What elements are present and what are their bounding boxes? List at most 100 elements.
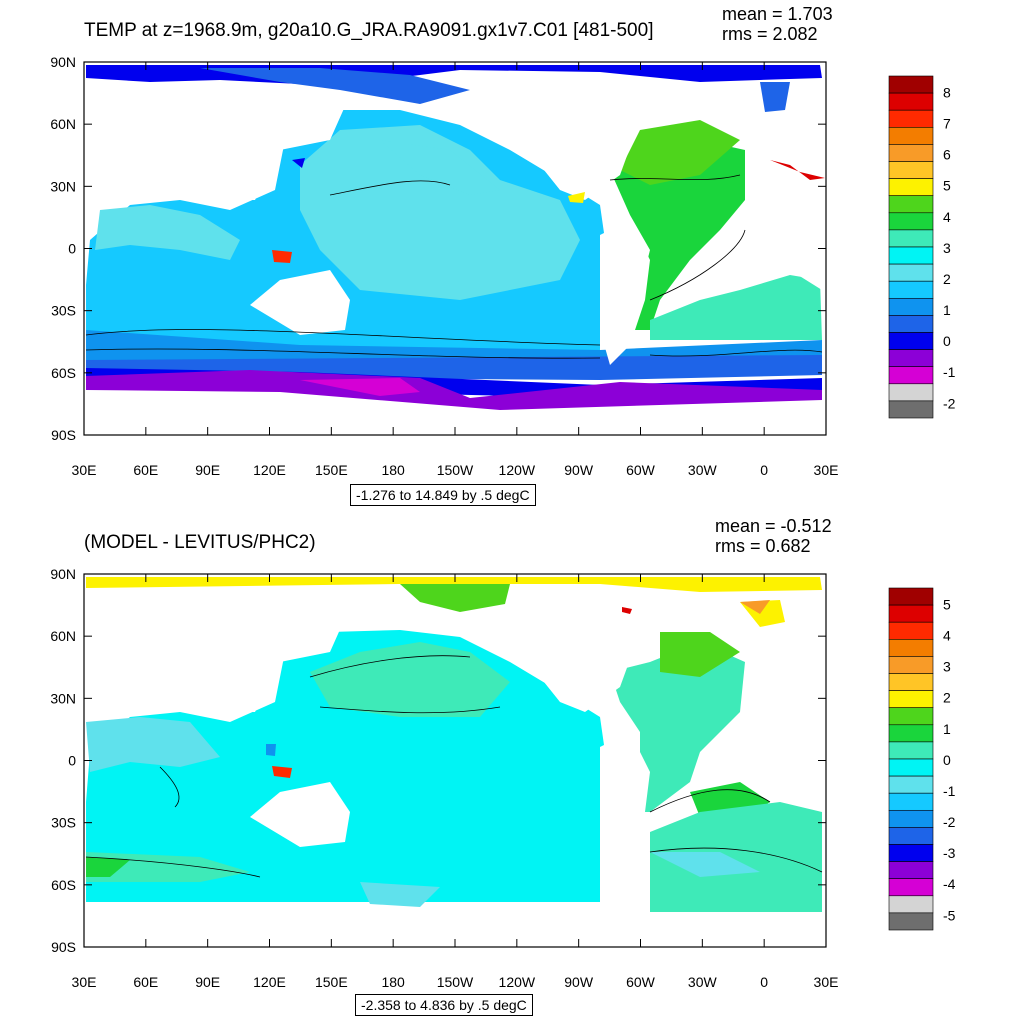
mediterranean-red — [770, 160, 825, 180]
blue-spot-indonesia — [266, 744, 276, 756]
colorbar: 8 7 6 5 4 3 2 1 0 -1 -2 — [888, 75, 956, 419]
chart-title: TEMP at z=1968.9m, g20a10.G_JRA.RA9091.g… — [84, 20, 654, 41]
colorbar-cell — [888, 690, 934, 709]
lon-tick-label: 150E — [315, 974, 348, 990]
colorbar-label: -3 — [943, 845, 956, 861]
contour-range-label: -2.358 to 4.836 by .5 degC — [355, 994, 533, 1016]
colorbar-label: 3 — [943, 659, 951, 675]
colorbar-cell — [888, 775, 934, 794]
map-fill — [86, 65, 825, 410]
greenland-basin — [760, 82, 790, 112]
colorbar-label: -1 — [943, 364, 956, 380]
colorbar-label: -5 — [943, 907, 956, 923]
colorbar-cell — [888, 332, 934, 350]
colorbar-cell — [888, 895, 934, 914]
colorbar-label: 2 — [943, 690, 951, 706]
pacific-south-blue — [360, 882, 440, 907]
colorbar-label: 1 — [943, 721, 951, 737]
lat-tick-label: 90N — [50, 566, 76, 582]
lon-tick-label: 30E — [72, 462, 97, 478]
colorbar-cell — [888, 109, 934, 128]
indian-north — [95, 205, 240, 260]
colorbar-cell — [888, 878, 934, 897]
arctic-ice-field — [86, 65, 822, 84]
colorbar-cell — [888, 741, 934, 760]
chart-title: (MODEL - LEVITUS/PHC2) — [84, 532, 316, 553]
north-america-land — [520, 612, 640, 712]
mean-stat: mean = 1.703 — [722, 4, 833, 24]
colorbar-cell — [888, 621, 934, 640]
red-sea-spot — [622, 607, 632, 614]
lat-tick-label: 30S — [51, 815, 76, 831]
temperature-map-panel: TEMP at z=1968.9m, g20a10.G_JRA.RA9091.g… — [50, 4, 956, 506]
colorbar-cell — [888, 792, 934, 811]
lat-tick-label: 60S — [51, 877, 76, 893]
gulf-yellow — [568, 192, 585, 203]
colorbar-cell — [888, 144, 934, 162]
colorbar-cell — [888, 92, 934, 111]
lon-tick-label: 0 — [760, 462, 768, 478]
colorbar-label: -4 — [943, 876, 956, 892]
lon-tick-label: 30W — [688, 462, 718, 478]
colorbar-label: 0 — [943, 333, 951, 349]
south-america-land — [600, 732, 650, 877]
lat-tick-label: 90S — [51, 427, 76, 443]
colorbar-cell — [888, 639, 934, 657]
north-pacific-band — [380, 140, 500, 195]
colorbar-cell — [888, 212, 934, 231]
asia-land — [86, 602, 350, 712]
lon-tick-label: 120W — [499, 462, 536, 478]
lon-tick-label: 180 — [381, 462, 405, 478]
colorbar-cell — [888, 912, 934, 931]
lon-tick-label: 120E — [253, 462, 286, 478]
lon-tick-label: 90E — [195, 462, 220, 478]
colorbar-cell — [888, 315, 934, 333]
colorbar-label: -2 — [943, 395, 956, 411]
colorbar-cell — [888, 195, 934, 214]
colorbar-cell — [888, 707, 934, 726]
lon-tick-label: 90W — [564, 974, 594, 990]
colorbar-label: 2 — [943, 271, 951, 287]
colorbar-cell — [888, 75, 934, 94]
rms-stat: rms = 2.082 — [722, 24, 818, 44]
mean-stat: mean = -0.512 — [715, 516, 832, 536]
southern-band-1 — [86, 330, 822, 360]
axis-ticks — [83, 573, 827, 948]
contour-lines — [85, 655, 823, 878]
lat-tick-label: 60N — [50, 628, 76, 644]
atlantic-south — [650, 802, 822, 912]
map-fill — [86, 577, 822, 912]
colorbar-cell — [888, 280, 934, 299]
africa-land — [750, 662, 822, 802]
colorbar-cell — [888, 178, 934, 197]
lon-tick-label: 30E — [814, 974, 839, 990]
colorbar-cell — [888, 229, 934, 248]
lon-tick-label: 0 — [760, 974, 768, 990]
lon-tick-label: 120W — [499, 974, 536, 990]
med-orange — [740, 600, 770, 614]
arctic-green — [400, 584, 510, 612]
southern-band-5 — [300, 378, 420, 396]
colorbar-label: 4 — [943, 209, 951, 225]
lat-tick-label: 30N — [50, 178, 76, 194]
australia-land — [250, 270, 350, 335]
lon-tick-label: 60E — [133, 974, 158, 990]
axis-ticks — [83, 61, 827, 436]
indian-blue — [86, 717, 220, 772]
north-america-land — [520, 100, 640, 200]
colorbar-cell — [888, 861, 934, 880]
red-spot-indonesia — [272, 766, 292, 778]
lat-tick-label: 0 — [68, 241, 76, 257]
lat-tick-label: 60S — [51, 365, 76, 381]
colorbar-cell — [888, 161, 934, 179]
colorbar-label: 5 — [943, 596, 951, 612]
lat-tick-label: 60N — [50, 116, 76, 132]
red-spot-indonesia — [272, 250, 292, 263]
lat-tick-labels: 90N 60N 30N 0 30S 60S 90S — [50, 54, 76, 443]
southern-blue — [650, 852, 760, 877]
lon-tick-label: 150W — [437, 974, 474, 990]
lon-tick-label: 90E — [195, 974, 220, 990]
north-pacific-green — [310, 642, 510, 717]
